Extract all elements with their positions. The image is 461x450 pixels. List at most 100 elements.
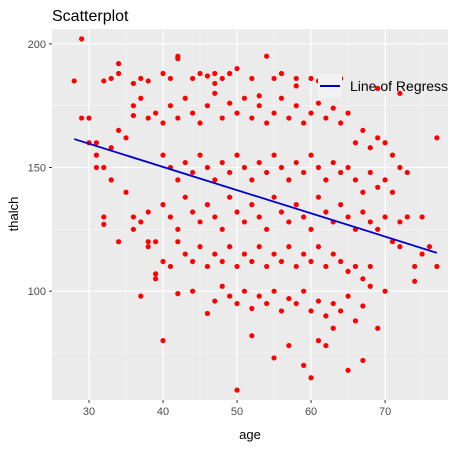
y-tick-label: 100 <box>28 286 46 298</box>
data-point <box>130 80 137 87</box>
data-point <box>330 159 336 166</box>
data-point <box>286 115 292 121</box>
data-point <box>160 120 166 126</box>
data-point <box>264 53 270 59</box>
x-tick-label: 70 <box>379 406 391 418</box>
data-point <box>227 70 233 77</box>
y-axis-ticks: 100 150 200 <box>28 39 52 298</box>
data-point <box>153 276 159 282</box>
data-point <box>367 283 373 289</box>
data-point <box>345 110 351 116</box>
data-point <box>360 127 366 134</box>
data-point <box>264 263 270 270</box>
data-point <box>256 214 262 220</box>
data-point <box>389 189 396 195</box>
data-point <box>375 226 381 232</box>
data-point <box>264 226 270 232</box>
data-point <box>330 325 336 331</box>
data-point <box>301 120 307 126</box>
data-point <box>204 164 211 171</box>
data-point <box>286 177 292 183</box>
data-point <box>249 75 255 82</box>
data-point <box>264 120 270 126</box>
data-point <box>308 75 314 82</box>
data-point <box>212 90 218 96</box>
data-point <box>323 313 329 319</box>
data-point <box>397 90 403 96</box>
data-point <box>412 263 418 270</box>
data-point <box>367 169 373 176</box>
data-point <box>271 194 277 200</box>
data-point <box>382 214 388 220</box>
data-point <box>301 288 307 294</box>
chart-title: Scatterplot <box>52 8 129 25</box>
data-point <box>338 308 344 314</box>
data-point <box>293 103 299 109</box>
data-point <box>271 355 277 361</box>
data-point <box>138 75 144 82</box>
data-point <box>338 258 344 265</box>
data-point <box>382 140 388 146</box>
data-point <box>160 338 166 344</box>
data-point <box>71 78 77 84</box>
data-point <box>434 135 440 141</box>
data-point <box>204 202 211 208</box>
data-point <box>145 209 151 215</box>
data-point <box>345 293 351 299</box>
data-point <box>345 367 351 373</box>
data-point <box>308 226 314 232</box>
data-point <box>130 214 137 220</box>
data-point <box>234 152 240 158</box>
data-point <box>308 110 314 116</box>
data-point <box>234 209 240 215</box>
data-point <box>323 209 329 215</box>
data-point <box>116 61 122 67</box>
data-point <box>293 83 299 89</box>
data-point <box>175 177 181 183</box>
data-point <box>367 145 373 151</box>
data-point <box>426 244 433 250</box>
data-point <box>286 244 292 250</box>
data-point <box>286 219 292 225</box>
data-point <box>182 95 188 101</box>
y-axis-label: thalch <box>6 197 21 232</box>
data-point <box>101 214 107 220</box>
data-point <box>345 214 351 220</box>
data-point <box>301 214 307 220</box>
data-point <box>234 65 240 72</box>
data-point <box>234 263 240 270</box>
data-point <box>404 214 410 220</box>
data-point <box>271 288 277 294</box>
data-point <box>212 251 218 257</box>
legend: Line of Regress <box>318 74 448 98</box>
data-point <box>241 288 248 294</box>
data-point <box>256 103 262 109</box>
data-point <box>219 75 225 82</box>
data-point <box>345 268 351 274</box>
plot-panel <box>52 29 448 400</box>
data-point <box>160 70 166 77</box>
data-point <box>360 189 366 195</box>
data-point <box>330 105 336 111</box>
data-point <box>278 95 285 101</box>
data-point <box>323 263 329 270</box>
data-point <box>227 194 233 200</box>
x-tick-label: 60 <box>305 406 317 418</box>
data-point <box>278 70 285 77</box>
data-point <box>323 115 329 121</box>
data-point <box>219 258 225 265</box>
data-point <box>108 145 114 151</box>
data-point <box>256 293 262 299</box>
data-point <box>323 342 329 349</box>
data-point <box>167 263 174 270</box>
data-point <box>241 219 248 225</box>
data-point <box>293 159 299 166</box>
data-point <box>175 53 181 59</box>
data-point <box>123 189 129 195</box>
data-point <box>308 375 314 381</box>
data-point <box>293 202 299 208</box>
data-point <box>301 251 307 257</box>
data-point <box>286 342 292 349</box>
data-point <box>93 164 100 171</box>
data-point <box>375 135 381 141</box>
